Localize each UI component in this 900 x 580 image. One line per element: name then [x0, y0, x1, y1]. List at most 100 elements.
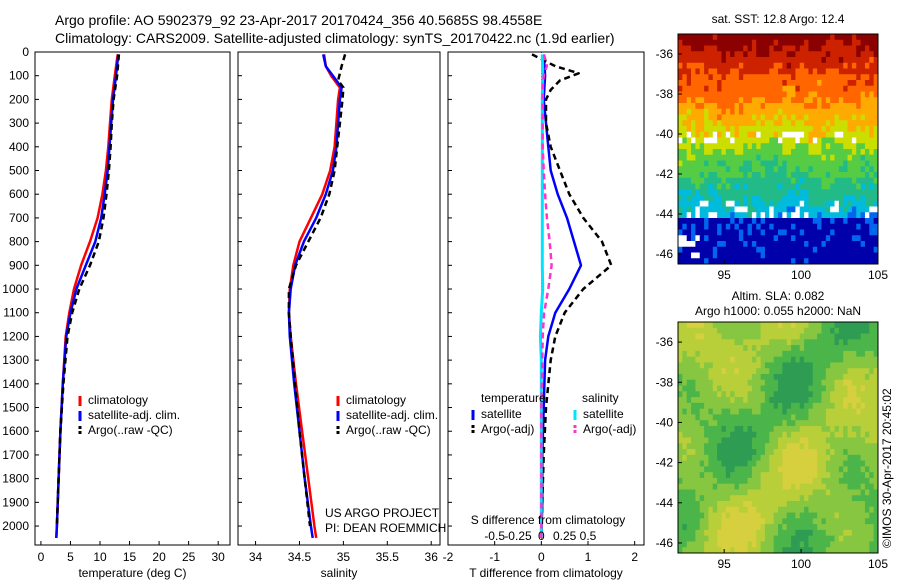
map-cell: [764, 466, 770, 473]
map-cell: [712, 524, 718, 531]
map-cell: [721, 126, 727, 133]
map-cell: [856, 477, 862, 485]
map-cell: [860, 391, 866, 398]
map-cell: [725, 246, 731, 253]
map-cell: [717, 91, 722, 98]
map-cell: [869, 501, 875, 508]
map-cell: [799, 460, 805, 467]
map-cell: [764, 131, 770, 138]
map-cell: [873, 183, 879, 190]
map-cell: [808, 246, 814, 253]
map-cell: [699, 212, 705, 219]
map-cell: [812, 143, 818, 150]
map-cell: [691, 258, 696, 265]
map-cell: [799, 91, 805, 98]
map-cell: [843, 524, 848, 531]
map-cell: [691, 431, 696, 438]
map-cell: [817, 385, 822, 392]
map-cell: [795, 431, 801, 438]
map-cell: [699, 45, 705, 52]
map-cell: [678, 449, 683, 456]
map-cell: [856, 368, 862, 375]
map-cell: [817, 437, 822, 444]
map-cell: [691, 39, 696, 46]
map-cell: [699, 97, 705, 104]
map-cell: [830, 34, 835, 41]
map-cell: [730, 154, 735, 161]
map-cell: [721, 200, 727, 207]
map-cell: [717, 449, 722, 456]
map-cell: [825, 345, 831, 352]
map-cell: [864, 195, 870, 202]
map-cell: [708, 379, 714, 386]
map-cell: [769, 339, 775, 346]
map-cell: [764, 449, 770, 456]
map-cell: [873, 80, 879, 87]
map-cell: [873, 206, 879, 213]
map-cell: [704, 425, 709, 433]
map-cell: [838, 62, 844, 69]
map-cell: [799, 97, 805, 104]
map-cell: [869, 91, 875, 98]
map-cell: [825, 241, 831, 248]
map-cell: [764, 200, 770, 207]
map-cell: [804, 183, 809, 190]
map-cell: [678, 34, 683, 41]
map-cell: [795, 126, 801, 133]
map-cell: [869, 154, 875, 161]
map-cell: [760, 420, 766, 427]
map-cell: [686, 535, 692, 542]
map-cell: [847, 420, 853, 427]
map-cell: [821, 195, 827, 202]
map-cell: [769, 131, 775, 138]
map-cell: [738, 414, 744, 421]
map-cell: [812, 252, 818, 259]
map-cell: [851, 51, 857, 58]
legend-label: satellite: [481, 407, 522, 421]
map-cell: [817, 166, 822, 173]
map-cell: [699, 91, 705, 98]
map-cell: [691, 68, 696, 75]
map-cell: [695, 501, 701, 508]
map-cell: [773, 223, 779, 230]
map-cell: [747, 45, 753, 52]
map-cell: [821, 431, 827, 438]
map-cell: [699, 131, 705, 138]
map-cell: [708, 356, 714, 363]
map-cell: [782, 477, 788, 485]
map-cell: [704, 246, 709, 253]
map-cell: [730, 345, 735, 352]
map-cell: [821, 391, 827, 398]
map-cell: [704, 241, 709, 248]
map-cell: [795, 91, 801, 98]
map-cell: [830, 397, 835, 404]
map-cell: [856, 449, 862, 456]
map-cell: [756, 524, 762, 531]
map-cell: [734, 62, 740, 69]
map-cell: [856, 62, 862, 69]
map-cell: [873, 223, 879, 230]
map-cell: [721, 39, 727, 46]
map-cell: [843, 420, 848, 427]
map-cell: [764, 258, 770, 265]
map-cell: [869, 45, 875, 52]
map-cell: [686, 103, 692, 110]
map-cell: [712, 108, 718, 115]
map-cell: [873, 74, 879, 81]
map-cell: [795, 74, 801, 81]
x-tick-label: 0: [538, 550, 545, 564]
map-cell: [699, 218, 705, 225]
map-cell: [730, 189, 735, 196]
map-cell: [817, 189, 822, 196]
y-tick-label: 0: [22, 45, 29, 59]
map-cell: [817, 218, 822, 225]
map-cell: [821, 131, 827, 138]
map-cell: [791, 80, 796, 87]
map-cell: [717, 391, 722, 398]
map-cell: [821, 489, 827, 496]
map-cell: [843, 258, 848, 265]
map-cell: [804, 547, 809, 554]
map-cell: [817, 131, 822, 138]
map-cell: [860, 518, 866, 525]
map-cell: [778, 126, 783, 133]
